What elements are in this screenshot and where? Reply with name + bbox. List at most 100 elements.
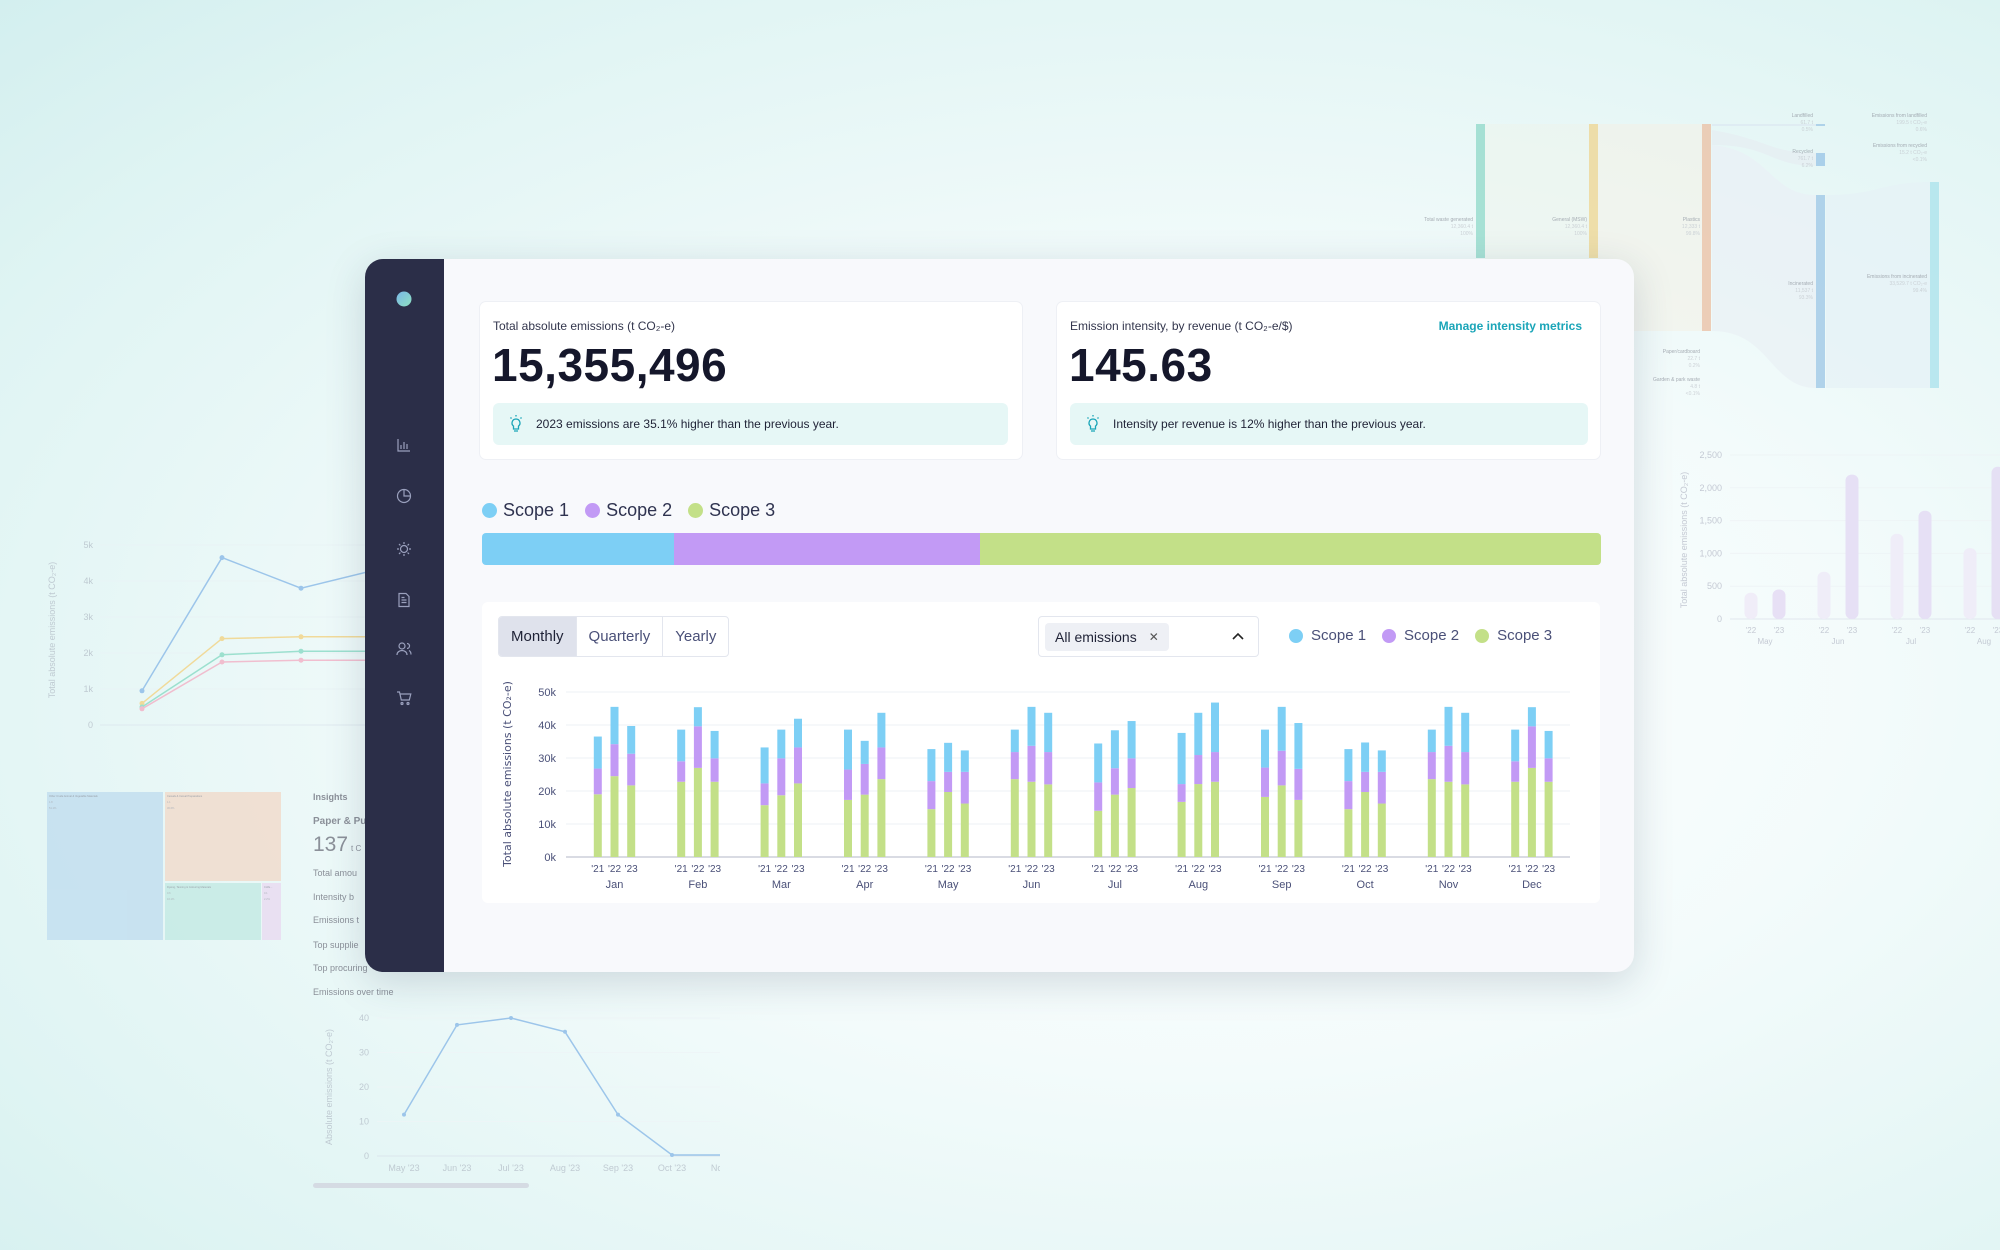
background-bar [1890,533,1904,619]
year-label: '22 [1746,626,1757,635]
sankey-node-name: Recycled [1792,149,1813,155]
bar-scope-3 [1194,784,1203,857]
bar-scope-2 [1044,752,1053,785]
bar-scope-3 [627,785,636,857]
bar-scope-2 [1377,771,1386,804]
line-point [724,1153,728,1157]
tab-quarterly[interactable]: Quarterly [577,617,664,656]
treemap-label: Cereals & Cereal Preparations [167,794,203,798]
year-label: '23 [1920,626,1931,635]
logo[interactable] [393,288,415,310]
x-tick-label: Aug '23 [550,1163,580,1173]
lightbulb-icon [510,415,522,432]
month-label: Jul [1108,879,1122,891]
insights-row: Top supplie [313,940,359,950]
bar-chart-icon[interactable] [393,434,415,456]
line-series [403,1017,720,1156]
line-point [298,657,304,663]
bar-scope-3 [944,791,953,857]
tab-monthly[interactable]: Monthly [499,617,577,656]
line-series [141,659,382,710]
document-icon[interactable] [393,589,415,611]
year-label: '22 [1108,864,1121,875]
horizontal-scrollbar[interactable] [313,1183,529,1188]
sankey-node-name: Emissions from incinerated [1867,274,1927,280]
year-label: '22 [691,864,704,875]
manage-intensity-metrics-link[interactable]: Manage intensity metrics [1438,319,1582,333]
year-label: '22 [1819,626,1830,635]
y-tick-label: 0k [544,852,556,864]
sankey-node-name: Paper/cardboard [1663,349,1700,355]
sankey-node-name: General (MSW) [1552,217,1587,223]
pie-chart-icon[interactable] [393,485,415,507]
bar-scope-2 [1294,768,1303,800]
emissions-filter-dropdown[interactable]: All emissions ✕ [1038,616,1259,657]
bar-scope-3 [1511,781,1520,857]
remove-chip-icon[interactable]: ✕ [1148,630,1159,644]
scope-share-bar [482,533,1601,565]
scope-1-dot [1289,628,1303,643]
bar-scope-1 [1361,742,1370,772]
chart-legend-scope-2: Scope 2 [1382,627,1459,644]
legend-scope-2: Scope 2 [585,500,672,521]
y-tick-label: 20 [359,1082,369,1092]
insights-row: Emissions over time [313,987,394,997]
sankey-node-pct: 99.4% [1913,288,1928,294]
year-label: '22 [1359,864,1372,875]
bar-scope-2 [1344,781,1353,810]
bar-scope-2 [1261,767,1269,797]
year-label: '22 [1275,864,1288,875]
bar-scope-3 [760,805,769,857]
sankey-node-pct: 0.2% [1689,363,1701,369]
year-label: '23 [1375,864,1388,875]
sankey-node-name: Garden & park waste [1653,377,1700,383]
background-bar [1772,589,1786,619]
bar-scope-1 [1461,712,1470,753]
bar-scope-1 [1010,729,1019,753]
scope-3-segment [979,533,1601,565]
cart-icon[interactable] [393,687,415,709]
bar-scope-3 [1361,791,1370,857]
bar-scope-2 [610,744,619,777]
scope-2-dot [1382,628,1397,643]
bar-scope-2 [593,768,602,795]
year-label: '22 [1025,864,1038,875]
insights-row: Top procuring [313,963,368,973]
x-tick-label: Nov '23 [711,1163,741,1173]
bar-scope-3 [777,795,786,857]
y-tick-label: 50k [538,687,556,699]
background-time-chart: 0 10 20 30 40 Absolute emissions (t CO₂-e) May… [324,1013,741,1173]
legend-label: Scope 3 [1497,627,1553,644]
insights-row: Total amou [313,868,357,878]
bar-scope-1 [710,730,719,759]
line-point [298,648,304,654]
year-label: '23 [1459,864,1472,875]
background-insights: Insights Paper & Pu 137 t C Total amou Intens… [313,792,394,997]
bar-scope-1 [860,740,869,764]
bar-scope-1 [927,749,936,782]
y-tick-label: 30 [359,1048,369,1058]
sankey-flow [1712,124,1816,126]
bar-scope-1 [1427,729,1436,753]
year-label: '21 [591,864,604,875]
year-label: '22 [608,864,621,875]
month-label: Oct [1357,879,1374,891]
chevron-up-icon[interactable] [1230,627,1246,645]
line-series [141,636,382,704]
bar-scope-3 [1277,785,1286,857]
sankey-node-amount: 22.7 t [1687,356,1700,362]
bar-scope-3 [610,776,619,857]
users-icon[interactable] [393,638,415,660]
line-series [141,556,383,692]
month-label: Feb [688,879,707,891]
emissions-chart-card: 0k 10k 20k 30k 40k 50k Total absolute emission… [482,602,1600,903]
tab-yearly[interactable]: Yearly [675,628,717,645]
sankey-node-bar [1816,124,1825,126]
sankey-node-pct: 100% [1574,231,1587,237]
year-label: '21 [758,864,771,875]
sun-icon[interactable] [393,538,415,560]
sankey-flow [1712,130,1816,166]
bar-scope-1 [1194,712,1203,756]
bar-scope-3 [877,779,886,857]
year-label: '23 [708,864,721,875]
